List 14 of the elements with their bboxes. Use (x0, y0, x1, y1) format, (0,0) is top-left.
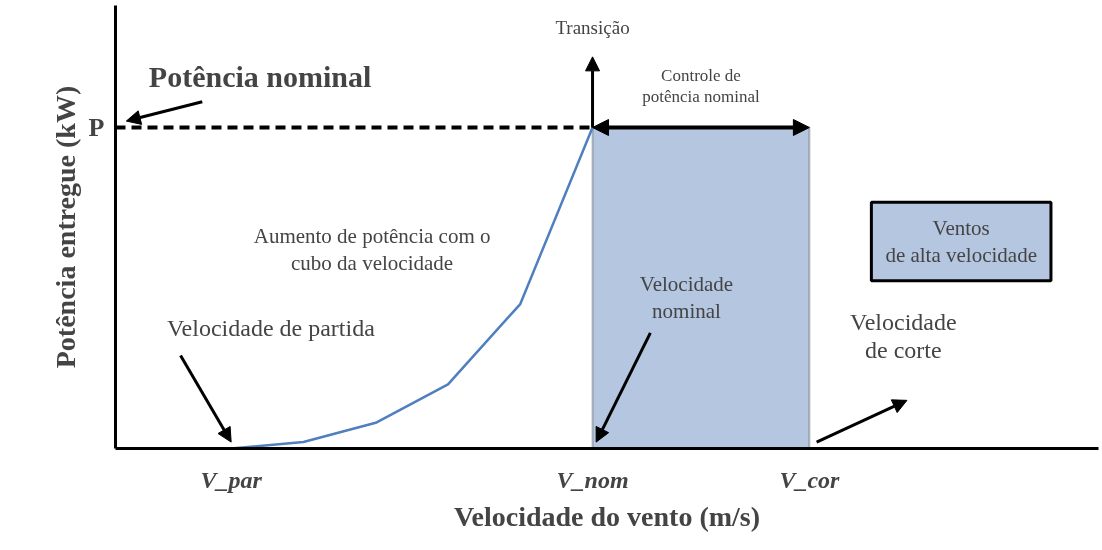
y-axis-title: Potência entregue (kW) (49, 85, 81, 369)
annotation: Velocidade de partida (166, 315, 376, 342)
x-tick-label: V_par (200, 466, 263, 493)
annotation: Aumento de potência com o cubo da velocidade (253, 224, 491, 275)
x-tick-label: V_cor (779, 466, 841, 493)
annotation: Velocidade nominal (639, 272, 734, 323)
ref-line-label: P (88, 112, 105, 142)
text: Potência nominal (148, 59, 372, 93)
annotation: Velocidade de corte (850, 308, 957, 364)
x-tick-label: V_nom (556, 466, 629, 493)
annotation: Ventos de alta velocidade (885, 216, 1037, 267)
text: Controle de potência nominal (642, 65, 761, 106)
text: Transição (555, 17, 630, 39)
x-axis-title: Velocidade do vento (m/s) (453, 500, 761, 532)
